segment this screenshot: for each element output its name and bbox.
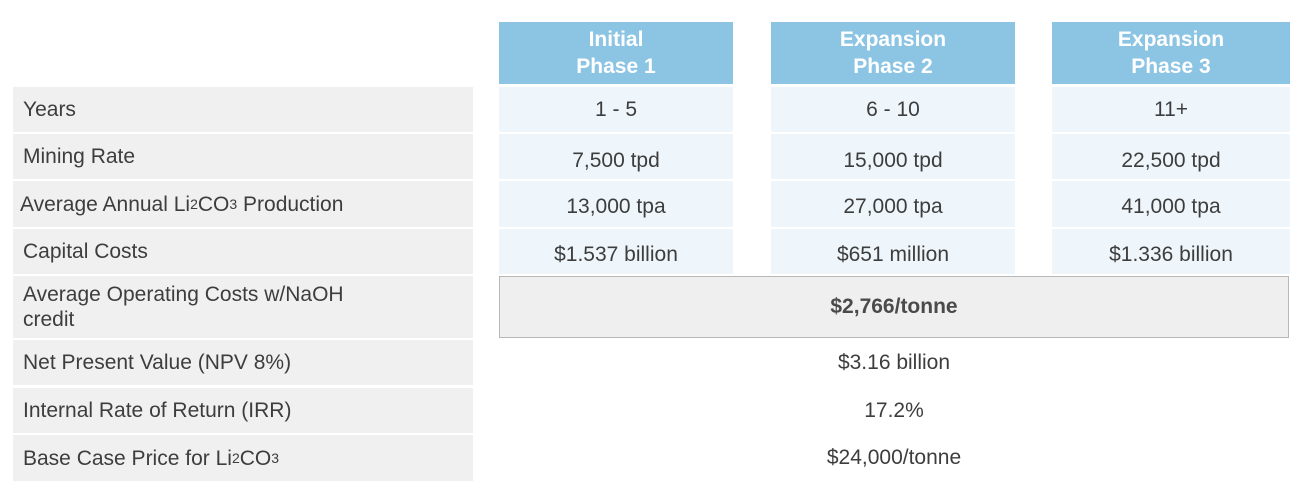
cell-years-phase-1: 1 - 5: [499, 87, 733, 132]
header-expansion-phase-2: Expansion Phase 2: [771, 22, 1015, 84]
label-text: CO: [239, 446, 272, 470]
cell-capital-costs-phase-3: $1.336 billion: [1052, 229, 1290, 274]
cell-years-phase-2: 6 - 10: [771, 87, 1015, 132]
cell-operating-costs-merged: $2,766/tonne: [499, 276, 1289, 338]
cell-production-phase-1: 13,000 tpa: [499, 181, 733, 227]
cell-irr: 17.2%: [864, 398, 924, 422]
cell-production-phase-3: 41,000 tpa: [1052, 181, 1290, 227]
header-line-1: Initial: [588, 28, 644, 51]
header-line-1: Expansion: [1117, 28, 1225, 51]
label-text: Average Annual Li: [20, 192, 191, 216]
cell-mining-rate-phase-3: 22,500 tpd: [1052, 134, 1290, 179]
header-line-2: Phase 2: [853, 55, 933, 78]
header-expansion-phase-3: Expansion Phase 3: [1052, 22, 1290, 84]
header-initial-phase-1: Initial Phase 1: [499, 22, 733, 84]
header-line-2: Phase 3: [1131, 55, 1211, 78]
header-line-2: Phase 1: [576, 55, 656, 78]
cell-years-phase-3: 11+: [1052, 87, 1290, 132]
cell-base-case-price: $24,000/tonne: [826, 446, 962, 469]
label-line-2: credit: [23, 308, 75, 331]
cell-capital-costs-phase-2: $651 million: [771, 229, 1015, 274]
label-text: CO: [197, 192, 230, 216]
row-label-base-case-price: Base Case Price for Li 2 CO 3: [13, 435, 473, 481]
row-label-average-annual-production: Average Annual Li 2 CO 3 Production: [13, 181, 473, 227]
cell-production-phase-2: 27,000 tpa: [771, 181, 1015, 227]
cell-mining-rate-phase-2: 15,000 tpd: [771, 134, 1015, 179]
label-text: Base Case Price for Li: [23, 446, 232, 470]
row-label-years: Years: [13, 87, 473, 132]
cell-npv: $3.16 billion: [837, 350, 951, 374]
row-label-npv: Net Present Value (NPV 8%): [13, 340, 473, 385]
cell-mining-rate-phase-1: 7,500 tpd: [499, 134, 733, 179]
header-line-1: Expansion: [839, 28, 947, 51]
label-text: Production: [237, 192, 344, 216]
label-line-1: Average Operating Costs w/NaOH: [23, 283, 344, 306]
row-label-irr: Internal Rate of Return (IRR): [13, 388, 473, 433]
row-label-capital-costs: Capital Costs: [13, 229, 473, 274]
row-label-average-operating-costs: Average Operating Costs w/NaOH credit: [13, 276, 473, 338]
row-label-mining-rate: Mining Rate: [13, 134, 473, 179]
cell-capital-costs-phase-1: $1.537 billion: [499, 229, 733, 274]
